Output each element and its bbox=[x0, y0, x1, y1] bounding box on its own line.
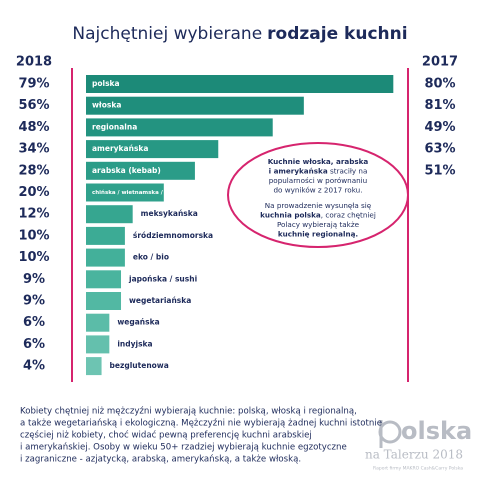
category-label: arabska (kebab) bbox=[92, 166, 161, 175]
note-text: kuchnia polska bbox=[260, 211, 321, 220]
legend-2018: 2018 bbox=[16, 55, 52, 70]
note-text: i amerykańska bbox=[269, 167, 328, 176]
bar bbox=[86, 357, 102, 376]
value-label-2018: 20% bbox=[18, 185, 49, 200]
bar bbox=[86, 118, 273, 137]
note-line: Kuchnie włoska, arabska bbox=[268, 157, 369, 166]
note-line: do wyników z 2017 roku. bbox=[273, 186, 362, 195]
category-label: bezglutenowa bbox=[110, 361, 169, 370]
value-label-2018: 56% bbox=[18, 98, 49, 113]
value-label-2018: 10% bbox=[18, 250, 49, 265]
category-label: chińska / wietnamska / tajska bbox=[92, 189, 184, 196]
note-line: popularności w porównaniu bbox=[269, 176, 368, 185]
footer-line: częściej niż kobiety, choć widać pewną p… bbox=[20, 430, 312, 441]
bar bbox=[86, 161, 195, 180]
category-label: wegańska bbox=[117, 318, 159, 327]
note-line: Na prowadzenie wysunęła się bbox=[265, 201, 372, 210]
bar bbox=[86, 226, 125, 245]
note-text: popularności w porównaniu bbox=[269, 176, 368, 185]
note-text: Polacy wybierają także bbox=[277, 220, 360, 229]
value-label-2018: 6% bbox=[23, 315, 45, 330]
value-label-2018: 28% bbox=[18, 163, 49, 178]
category-label: włoska bbox=[92, 101, 121, 110]
value-label-2017: 51% bbox=[424, 163, 455, 178]
bar bbox=[86, 335, 110, 354]
title-bold: rodzaje kuchni bbox=[267, 24, 407, 44]
value-label-2018: 4% bbox=[23, 359, 45, 374]
value-label-2018: 48% bbox=[18, 120, 49, 135]
category-label: indyjska bbox=[117, 339, 152, 348]
note-line: Polacy wybierają także bbox=[277, 220, 360, 229]
value-label-2018: 9% bbox=[23, 294, 45, 309]
category-label: regionalna bbox=[92, 122, 137, 131]
category-label: japońska / sushi bbox=[128, 274, 197, 283]
logo-sub: na Talerzu 2018 bbox=[365, 448, 463, 462]
category-label: meksykańska bbox=[141, 209, 198, 218]
category-label: wegetariańska bbox=[129, 296, 191, 305]
logo-source: Raport firmy MAKRO Cash&Carry Polska bbox=[373, 466, 463, 472]
value-label-2017: 63% bbox=[424, 142, 455, 157]
note-text: do wyników z 2017 roku. bbox=[273, 186, 362, 195]
bar bbox=[86, 140, 219, 159]
logo: olska na Talerzu 2018 Raport firmy MAKRO… bbox=[365, 417, 472, 472]
bar bbox=[86, 313, 110, 332]
value-label-2018: 10% bbox=[18, 228, 49, 243]
chart-title: Najchętniej wybierane rodzaje kuchni bbox=[72, 24, 407, 44]
bar bbox=[86, 96, 304, 115]
footer-line: i zagraniczne - azjatycką, arabską, amer… bbox=[20, 455, 301, 465]
value-label-2017: 80% bbox=[424, 77, 455, 92]
note-bubble bbox=[227, 142, 409, 248]
category-label: amerykańska bbox=[92, 144, 148, 153]
bar bbox=[86, 205, 133, 224]
note-text: Kuchnie włoska, arabska bbox=[268, 157, 369, 166]
value-label-2017: 49% bbox=[424, 120, 455, 135]
note-text: kuchnię regionalną. bbox=[278, 230, 358, 239]
note-line: kuchnię regionalną. bbox=[278, 230, 358, 239]
bar bbox=[86, 292, 122, 310]
footer-line: Kobiety chętniej niż mężczyźni wybierają… bbox=[20, 407, 357, 417]
value-label-2018: 6% bbox=[23, 337, 45, 352]
bar bbox=[86, 183, 164, 202]
value-label-2017: 81% bbox=[424, 98, 455, 113]
note-line: kuchnia polska, coraz chętniej bbox=[260, 211, 376, 220]
title-light: Najchętniej wybierane bbox=[72, 24, 262, 44]
footer-line: i amerykańskiej. Osoby w wieku 50+ rzadz… bbox=[20, 443, 347, 453]
bar bbox=[86, 248, 125, 267]
category-label: polska bbox=[92, 79, 120, 88]
category-label: eko / bio bbox=[133, 253, 169, 262]
bar bbox=[86, 270, 122, 289]
category-label: śródziemnomorska bbox=[133, 231, 213, 240]
logo-icon bbox=[378, 420, 402, 444]
note-text: , coraz chętniej bbox=[321, 211, 376, 220]
note-text: Na prowadzenie wysunęła się bbox=[265, 201, 372, 210]
footer-line: a także wegetariańską i ekologiczną. Męż… bbox=[20, 419, 382, 429]
value-label-2018: 79% bbox=[18, 77, 49, 92]
logo-main: olska bbox=[401, 417, 472, 445]
bar bbox=[86, 75, 394, 93]
value-label-2018: 34% bbox=[18, 142, 49, 157]
note-text: straciły na bbox=[328, 167, 368, 176]
note-line: i amerykańska straciły na bbox=[269, 167, 368, 176]
legend-2017: 2017 bbox=[422, 55, 458, 70]
value-label-2018: 9% bbox=[23, 272, 45, 287]
value-label-2018: 12% bbox=[18, 207, 49, 222]
